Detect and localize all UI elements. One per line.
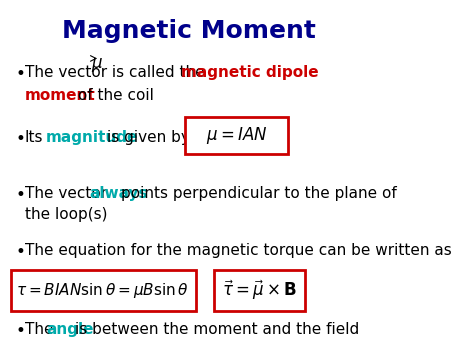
Text: always: always xyxy=(89,186,147,201)
Text: angle: angle xyxy=(46,322,94,337)
Text: Magnetic Moment: Magnetic Moment xyxy=(62,19,315,43)
Text: $\/\!\!\mu$: $\/\!\!\mu$ xyxy=(91,56,103,74)
Text: $\tau = BIAN\sin\theta = \mu B\sin\theta$: $\tau = BIAN\sin\theta = \mu B\sin\theta… xyxy=(16,281,188,300)
Text: of the coil: of the coil xyxy=(73,88,155,103)
Text: Its: Its xyxy=(25,130,43,145)
Text: is called the: is called the xyxy=(107,65,204,80)
FancyBboxPatch shape xyxy=(11,270,196,311)
Text: •: • xyxy=(15,130,25,148)
Text: is between the moment and the field: is between the moment and the field xyxy=(75,322,359,337)
Text: magnitude: magnitude xyxy=(46,130,138,145)
Text: magnetic dipole: magnetic dipole xyxy=(181,65,319,80)
Text: The vector: The vector xyxy=(25,65,107,80)
FancyBboxPatch shape xyxy=(184,116,288,154)
Text: is given by: is given by xyxy=(107,130,190,145)
Text: moment: moment xyxy=(25,88,96,103)
Text: The equation for the magnetic torque can be written as: The equation for the magnetic torque can… xyxy=(25,243,452,258)
Text: the loop(s): the loop(s) xyxy=(25,207,107,223)
Text: •: • xyxy=(15,243,25,261)
FancyBboxPatch shape xyxy=(214,270,305,311)
Text: •: • xyxy=(15,65,25,83)
Text: •: • xyxy=(15,186,25,204)
Text: The vector: The vector xyxy=(25,186,107,201)
Text: The: The xyxy=(25,322,53,337)
Text: $\vec{\tau} = \vec{\mu}\times\mathbf{B}$: $\vec{\tau} = \vec{\mu}\times\mathbf{B}$ xyxy=(222,279,297,302)
Text: points perpendicular to the plane of: points perpendicular to the plane of xyxy=(121,186,397,201)
Text: •: • xyxy=(15,322,25,340)
Text: $\mu = IAN$: $\mu = IAN$ xyxy=(206,125,267,146)
